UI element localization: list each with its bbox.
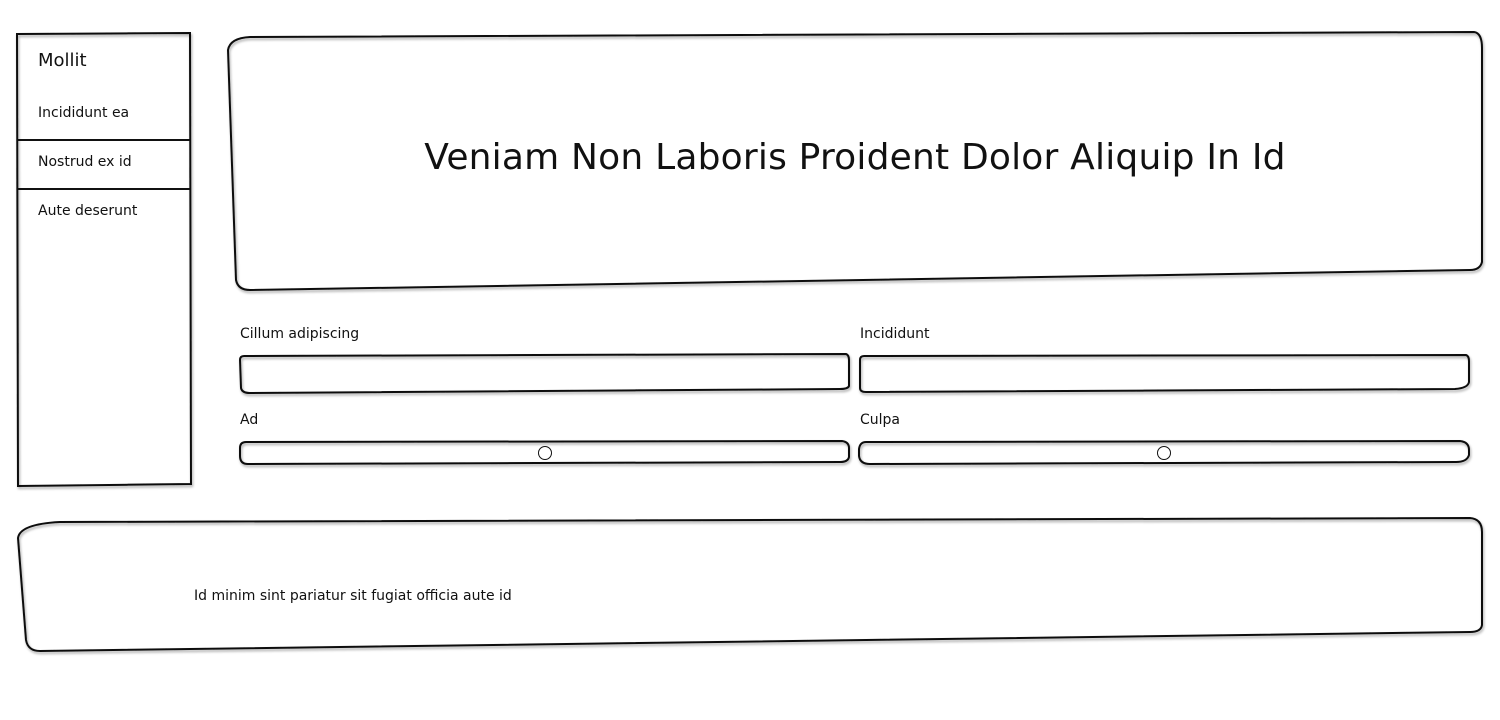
cillum-adipiscing-label: Cillum adipiscing: [240, 326, 360, 342]
ad-slider[interactable]: [240, 442, 849, 464]
ad-label: Ad: [240, 412, 259, 428]
sidebar-item-label: Incididunt ea: [38, 105, 130, 121]
sidebar-item-nostrud-ex-id[interactable]: Nostrud ex id: [18, 141, 191, 189]
sidebar-title: Mollit: [38, 50, 87, 71]
incididunt-label: Incididunt: [860, 326, 930, 342]
sidebar-item-label: Nostrud ex id: [38, 154, 132, 170]
hero-title: Veniam Non Laboris Proident Dolor Aliqui…: [424, 136, 1286, 178]
ad-slider-knob[interactable]: [537, 446, 552, 460]
cillum-adipiscing-input[interactable]: [241, 356, 848, 390]
culpa-label: Culpa: [860, 412, 901, 428]
sidebar: Mollit Incididunt ea Nostrud ex id Aute …: [18, 34, 191, 485]
culpa-slider-knob[interactable]: [1157, 446, 1171, 460]
incididunt-input[interactable]: [861, 356, 1468, 390]
culpa-slider[interactable]: [859, 442, 1469, 464]
sidebar-item-incididunt-ea[interactable]: Incididunt ea: [18, 92, 191, 140]
hero-banner: Veniam Non Laboris Proident Dolor Aliqui…: [228, 34, 1482, 290]
sidebar-item-aute-deserunt[interactable]: Aute deserunt: [18, 190, 191, 238]
sidebar-item-label: Aute deserunt: [38, 203, 138, 219]
footer-text: Id minim sint pariatur sit fugiat offici…: [194, 588, 512, 604]
